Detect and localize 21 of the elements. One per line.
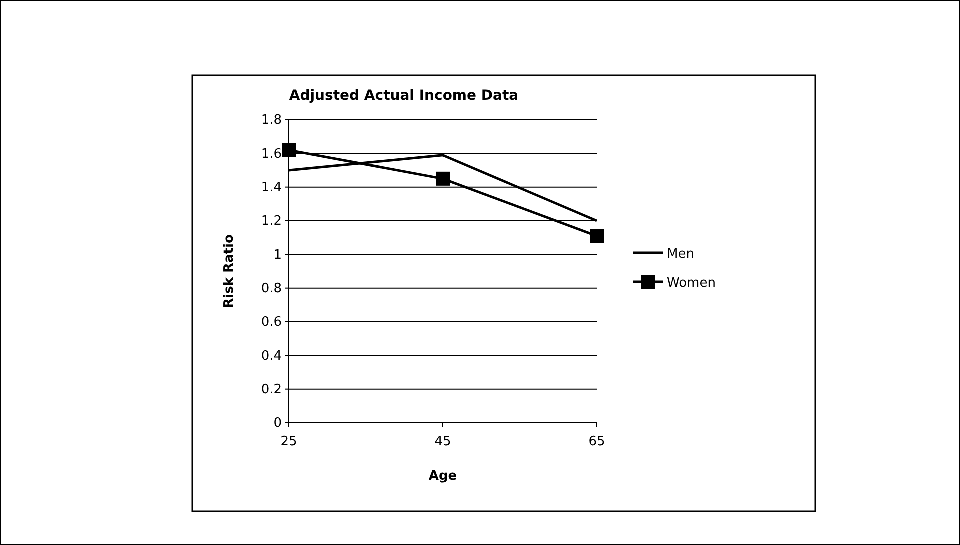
point bbox=[436, 172, 450, 186]
point bbox=[590, 229, 604, 244]
y-tick-label: 1 bbox=[274, 248, 282, 263]
x-tick-label: 65 bbox=[588, 434, 606, 450]
y-tick-label: 0.8 bbox=[261, 281, 282, 296]
y-tick-label: 1.8 bbox=[261, 113, 282, 128]
y-tick-label: 1.6 bbox=[261, 146, 282, 162]
y-tick-label: 0.4 bbox=[261, 348, 282, 364]
legend-label: Women bbox=[667, 276, 716, 291]
x-axis-title: Age bbox=[428, 469, 458, 484]
y-tick-label: 0.6 bbox=[261, 315, 282, 330]
chart-title: Adjusted Actual Income Data bbox=[289, 88, 519, 104]
x-tick-label: 25 bbox=[280, 434, 298, 450]
y-tick-label: 1.4 bbox=[261, 180, 282, 196]
legend-label: Men bbox=[667, 247, 694, 262]
x-tick-label: 45 bbox=[434, 434, 452, 450]
y-tick-label: 0.2 bbox=[261, 382, 282, 398]
y-axis-title: Risk Ratio bbox=[222, 234, 237, 308]
y-tick-label: 1.2 bbox=[261, 214, 282, 230]
y-tick-label: 0 bbox=[274, 416, 282, 432]
point bbox=[282, 143, 296, 158]
